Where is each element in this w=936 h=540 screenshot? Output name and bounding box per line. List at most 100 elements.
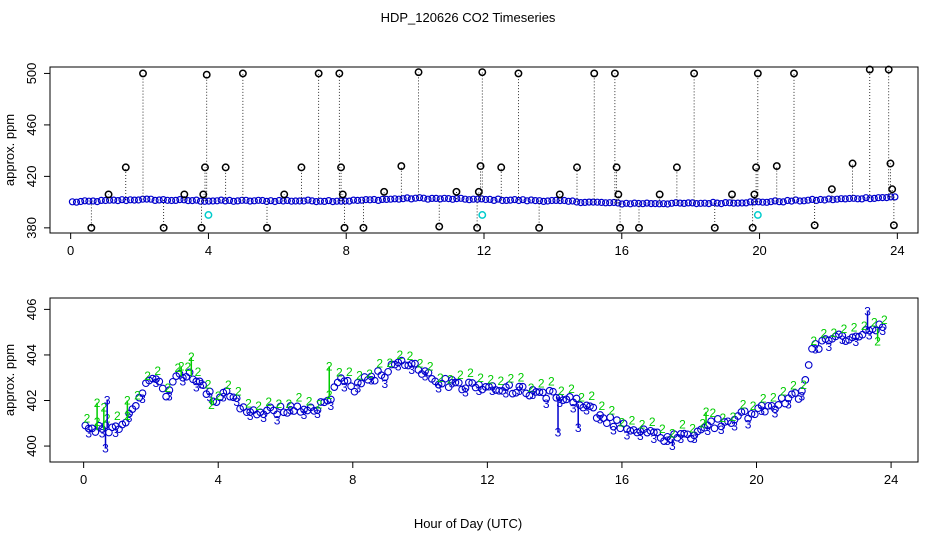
data-point — [242, 408, 251, 417]
data-point — [434, 380, 443, 389]
mean-point — [490, 196, 498, 204]
mean-point — [246, 197, 254, 205]
y-tick-label: 402 — [24, 390, 39, 412]
mean-point — [511, 196, 519, 204]
mean-point — [651, 200, 659, 208]
label-3: 3 — [624, 429, 631, 443]
raw-point — [848, 159, 857, 168]
label-3: 3 — [139, 392, 146, 406]
x-tick-label: 24 — [890, 243, 904, 258]
data-point — [162, 392, 170, 401]
data-point — [515, 382, 524, 391]
mean-point — [449, 195, 457, 203]
label-3: 3 — [462, 385, 469, 399]
mean-point — [519, 196, 527, 204]
label-3: 3 — [328, 399, 335, 413]
raw-point — [865, 65, 874, 74]
mean-point — [589, 198, 597, 206]
label-3: 3 — [112, 426, 119, 440]
label-3: 3 — [785, 397, 792, 411]
mean-point — [626, 200, 635, 208]
data-point — [811, 339, 820, 348]
mean-point — [738, 199, 746, 207]
data-point — [121, 418, 130, 427]
label-3: 3 — [193, 381, 200, 395]
label-3: 3 — [274, 413, 281, 427]
mean-point — [829, 196, 837, 204]
label-3: 3 — [368, 373, 375, 387]
raw-point — [555, 190, 564, 199]
data-point — [602, 419, 611, 428]
label-2: 2 — [114, 409, 121, 423]
mean-point — [424, 195, 432, 203]
data-point — [168, 377, 177, 386]
mean-point — [416, 194, 424, 202]
raw-point — [87, 223, 96, 232]
mean-point — [577, 199, 585, 207]
y-tick-label: 400 — [24, 435, 39, 457]
label-2: 2 — [689, 422, 696, 436]
raw-point — [121, 163, 130, 172]
label-2: 2 — [235, 385, 242, 399]
raw-point — [397, 162, 406, 171]
mean-point — [560, 196, 568, 205]
data-point — [179, 373, 187, 382]
mean-point — [705, 200, 713, 208]
x-tick-label: 8 — [349, 472, 356, 487]
mean-point — [597, 198, 606, 206]
mean-point — [891, 193, 899, 201]
spike-label: 2 — [326, 359, 333, 373]
x-tick-label: 4 — [215, 472, 222, 487]
data-point — [835, 330, 843, 339]
mean-point — [746, 198, 754, 206]
data-point — [407, 359, 416, 368]
data-point — [347, 382, 355, 391]
data-point — [798, 387, 806, 395]
data-point — [572, 394, 581, 403]
label-3: 3 — [745, 418, 752, 432]
label-3: 3 — [180, 375, 187, 389]
label-2: 2 — [841, 322, 848, 336]
data-point — [185, 368, 194, 377]
label-2: 2 — [467, 366, 474, 380]
label-3: 3 — [597, 412, 604, 426]
mean-point — [316, 197, 324, 205]
label-3: 3 — [637, 429, 644, 443]
mean-point — [320, 197, 329, 205]
data-point — [609, 422, 618, 431]
spike-label: 2 — [178, 359, 185, 373]
mean-point — [775, 198, 783, 206]
data-point — [199, 381, 207, 389]
mean-point — [432, 194, 440, 202]
label-3: 3 — [799, 390, 806, 404]
mean-point — [531, 197, 539, 205]
mean-point — [552, 196, 560, 204]
data-point — [327, 395, 335, 404]
mean-point — [85, 197, 93, 205]
mean-point — [97, 196, 105, 204]
raw-point — [616, 223, 625, 232]
mean-point — [77, 197, 85, 206]
x-axis-label: Hour of Day (UTC) — [414, 516, 522, 531]
label-3: 3 — [354, 381, 361, 395]
label-3: 3 — [99, 427, 106, 441]
mean-point — [862, 194, 870, 202]
mean-point — [870, 194, 878, 202]
label-3: 3 — [812, 342, 819, 356]
mean-point — [440, 194, 448, 202]
mean-point — [680, 199, 688, 207]
mean-point — [130, 196, 138, 204]
mean-point — [275, 196, 283, 205]
mean-point — [68, 198, 77, 206]
mean-point — [213, 197, 221, 205]
x-tick-label: 4 — [205, 243, 212, 258]
label-3: 3 — [691, 432, 698, 446]
mean-point — [837, 195, 845, 203]
label-3: 3 — [825, 340, 832, 354]
mean-point — [391, 195, 399, 203]
label-2: 2 — [437, 371, 444, 385]
label-3: 3 — [301, 408, 308, 422]
mean-point — [618, 200, 626, 208]
label-3: 3 — [529, 388, 536, 402]
